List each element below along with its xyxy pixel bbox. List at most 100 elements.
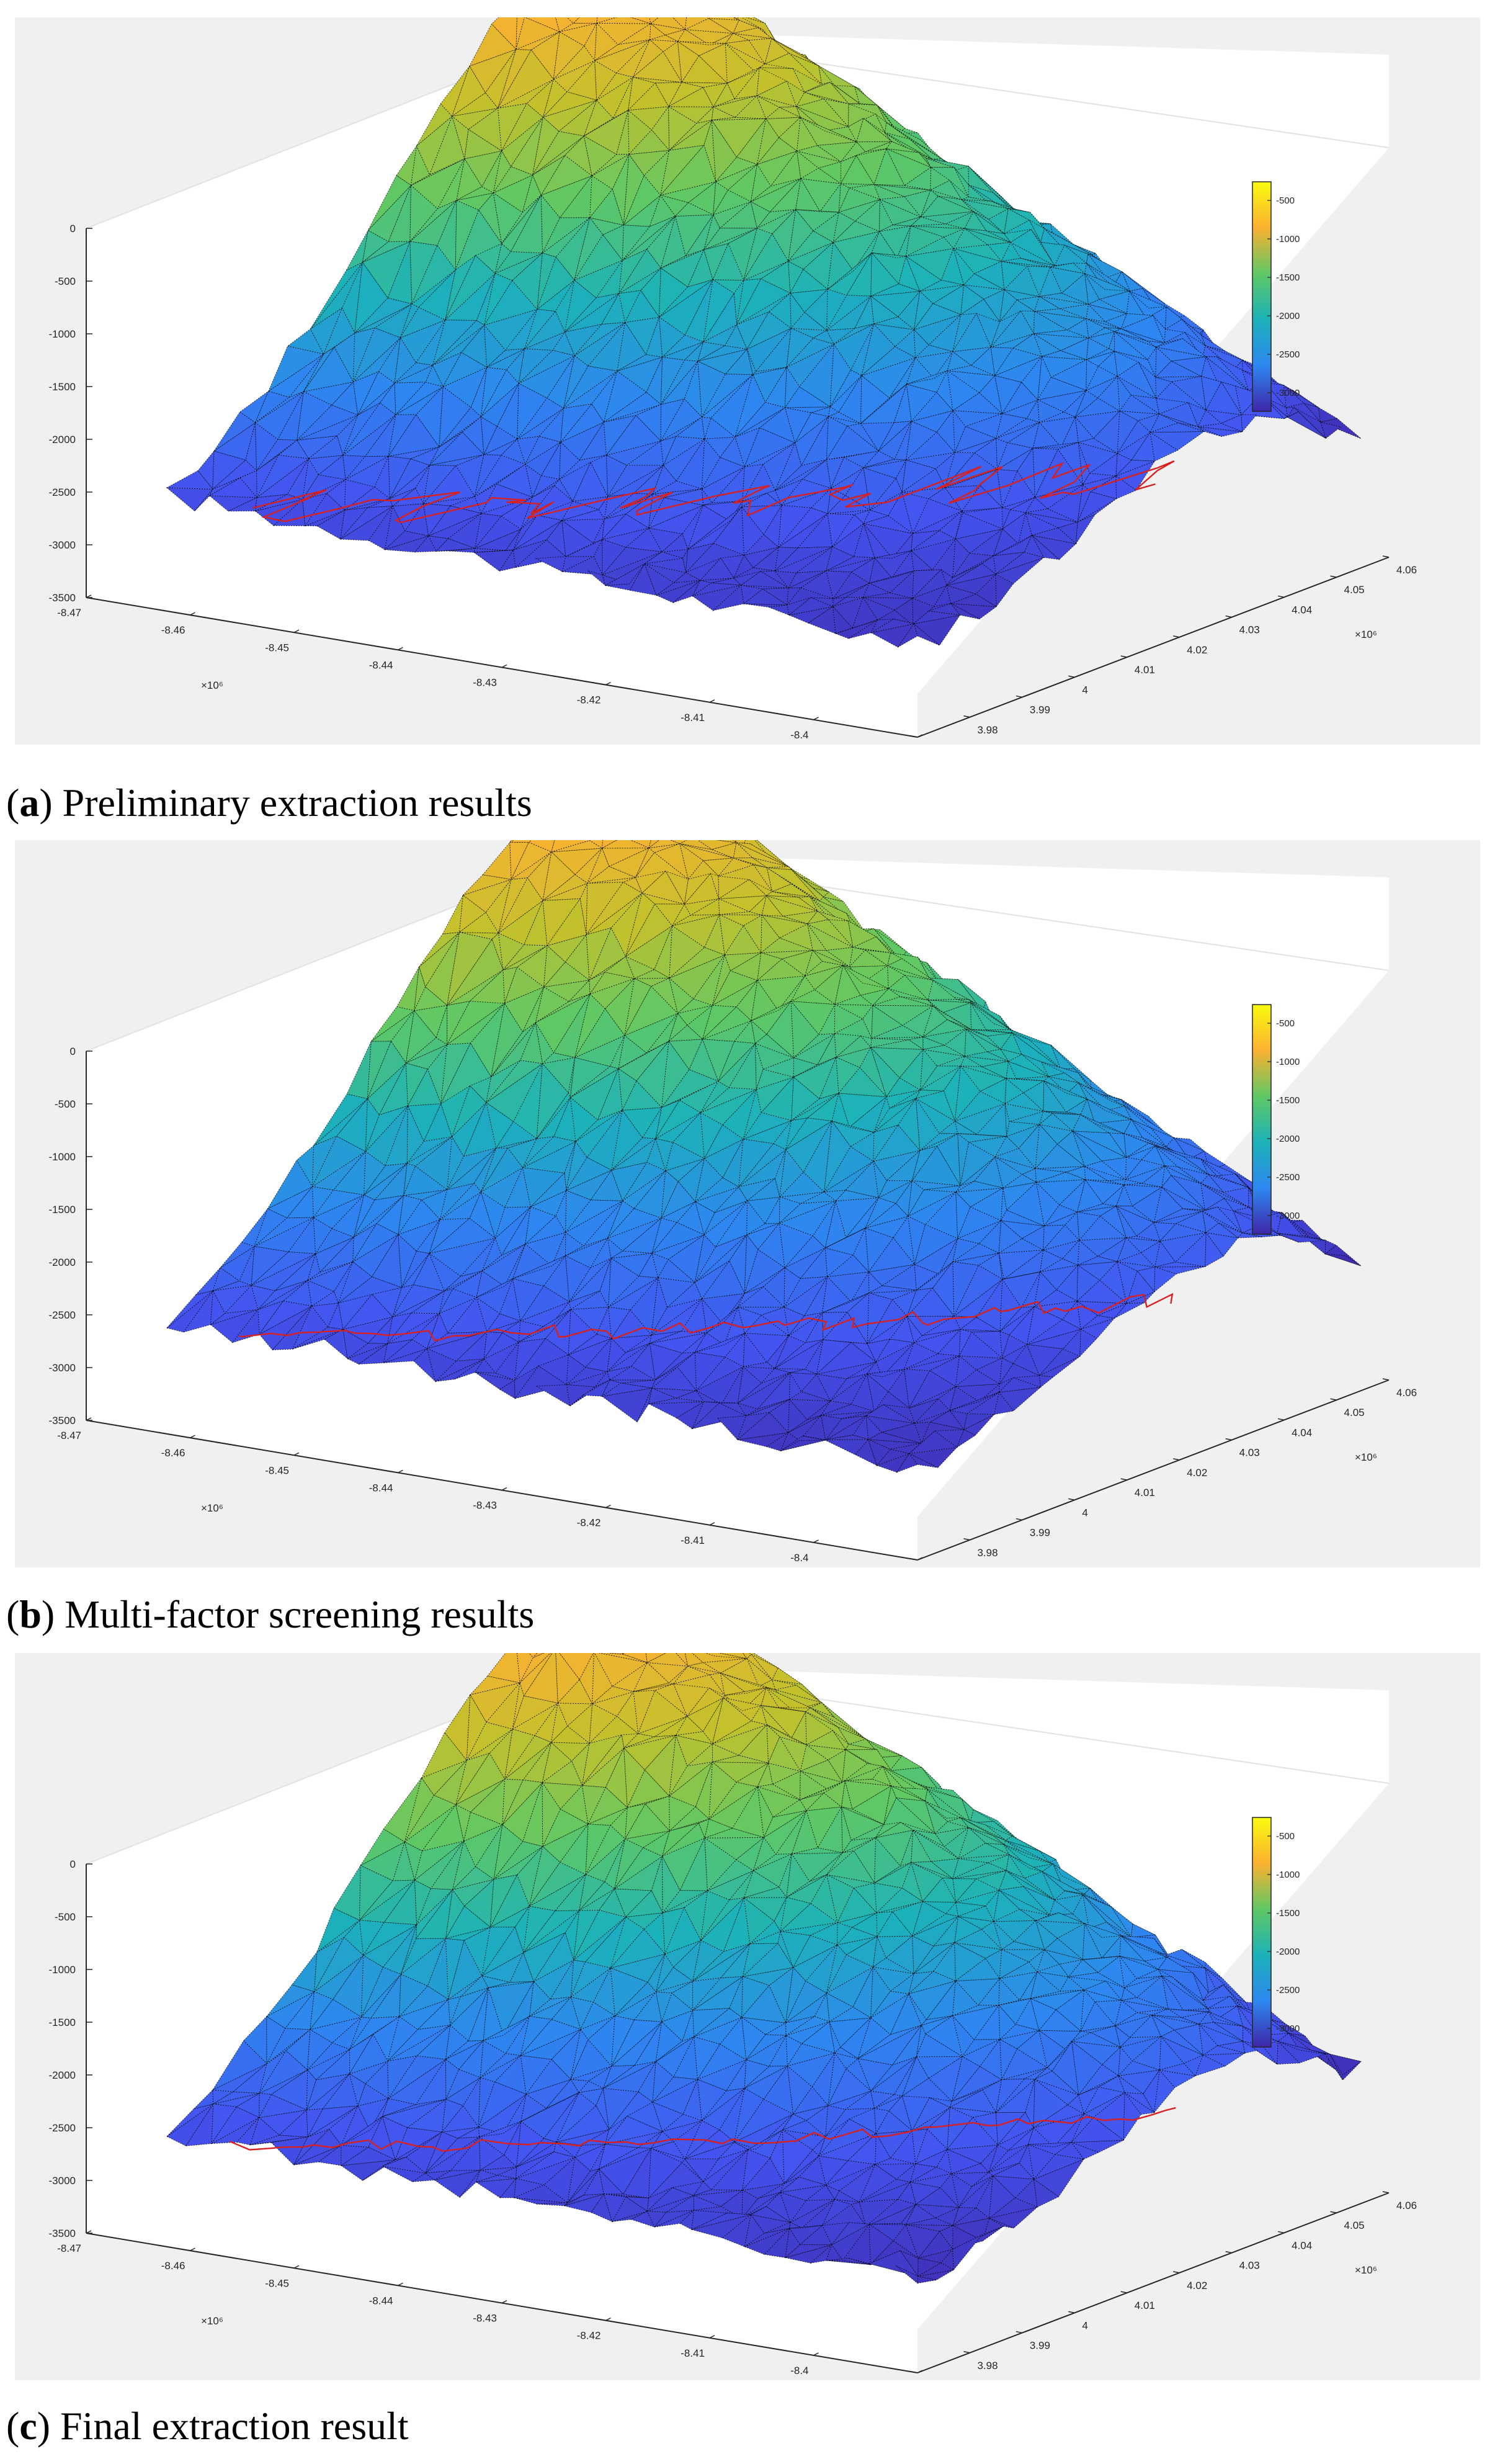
- colorbar-tick-label: -500: [1276, 195, 1295, 206]
- colorbar-tick-label: -1500: [1276, 1908, 1300, 1919]
- y-exponent: ×10⁶: [1355, 2264, 1377, 2276]
- z-tick-label: -500: [55, 1911, 76, 1923]
- z-tick-label: -500: [55, 1098, 76, 1110]
- colorbar-tick-label: -500: [1276, 1831, 1295, 1842]
- z-tick-label: -2500: [49, 486, 76, 498]
- colorbar-tick-label: -1500: [1276, 272, 1300, 283]
- colorbar-tick-label: -2000: [1276, 1947, 1300, 1957]
- terrain-surface: [166, 840, 1362, 1473]
- x-tick-label: -8.47: [57, 607, 81, 619]
- x-tick-label: -8.44: [369, 2295, 393, 2306]
- colorbar: [1252, 1817, 1272, 2048]
- y-exponent: ×10⁶: [1355, 629, 1377, 640]
- x-tick-label: -8.43: [473, 677, 497, 689]
- z-tick-label: -1500: [49, 1204, 76, 1216]
- y-tick-label: 3.99: [1030, 1527, 1050, 1539]
- colorbar-tick-label: -2000: [1276, 311, 1300, 321]
- colorbar-tick-label: -3000: [1276, 2023, 1300, 2034]
- z-tick-label: 0: [70, 223, 76, 235]
- z-tick-label: -3000: [49, 2175, 76, 2187]
- x-tick-label: -8.43: [473, 1500, 497, 1512]
- y-tick-label: 3.98: [977, 724, 997, 736]
- y-tick-label: 4.02: [1187, 644, 1207, 656]
- y-tick-label: 4: [1082, 1507, 1087, 1518]
- colorbar-tick-label: -3000: [1276, 388, 1300, 398]
- y-tick-label: 3.99: [1030, 2340, 1050, 2352]
- x-tick-label: -8.47: [57, 2242, 81, 2254]
- y-tick-label: 4.06: [1396, 2200, 1417, 2211]
- y-tick-label: 4.01: [1135, 1487, 1155, 1499]
- x-exponent: ×10⁶: [201, 1502, 223, 1514]
- z-tick-label: -2000: [49, 1257, 76, 1268]
- z-tick-label: 0: [70, 1046, 76, 1057]
- z-tick-label: -2500: [49, 1309, 76, 1321]
- shelf-break-line: [252, 460, 1175, 524]
- y-tick-label: 4: [1082, 2319, 1087, 2331]
- z-tick-label: -1000: [49, 328, 76, 340]
- x-tick-label: -8.46: [161, 624, 185, 636]
- colorbar: [1252, 181, 1272, 412]
- y-tick-label: 3.99: [1030, 704, 1050, 716]
- z-tick-label: -3500: [49, 1415, 76, 1427]
- colorbar-tick-label: -1000: [1276, 1870, 1300, 1880]
- y-tick-label: 4.05: [1344, 1407, 1365, 1418]
- x-tick-label: -8.42: [577, 2330, 601, 2342]
- z-tick-label: -3000: [49, 1362, 76, 1374]
- colorbar-tick-label: -2500: [1276, 349, 1300, 360]
- x-tick-label: -8.46: [161, 2260, 185, 2272]
- panel-b: 0 -500 -1000 -1500 -2000 -2500 -3000 -3500 -8.47…: [15, 840, 1480, 1567]
- x-tick-label: -8.47: [57, 1430, 81, 1441]
- colorbar-tick-label: -2000: [1276, 1134, 1300, 1144]
- y-tick-label: 4.03: [1239, 2260, 1260, 2272]
- colorbar-tick-label: -1500: [1276, 1095, 1300, 1106]
- caption-b: (b) Multi-factor screening results: [6, 1592, 535, 1636]
- z-tick-label: 0: [70, 1858, 76, 1870]
- x-exponent: ×10⁶: [201, 2315, 223, 2327]
- x-tick-label: -8.41: [681, 712, 705, 724]
- z-tick-label: -2000: [49, 434, 76, 446]
- z-tick-label: -1500: [49, 2017, 76, 2028]
- y-tick-label: 3.98: [977, 1547, 997, 1559]
- x-tick-label: -8.4: [790, 1552, 808, 1564]
- y-tick-label: 4.06: [1396, 1387, 1417, 1399]
- z-tick-label: -3500: [49, 2228, 76, 2239]
- surface-plot-a: 0 -500 -1000 -1500 -2000 -2500 -3000 -3500 -8.47…: [15, 17, 1480, 745]
- y-tick-label: 4: [1082, 684, 1087, 696]
- z-tick-label: -1000: [49, 1964, 76, 1976]
- x-tick-label: -8.45: [265, 642, 289, 653]
- y-tick-label: 4.01: [1135, 2300, 1155, 2311]
- colorbar-tick-label: -2500: [1276, 1172, 1300, 1183]
- y-tick-label: 4.02: [1187, 2280, 1207, 2292]
- terrain-surface: [166, 17, 1362, 648]
- z-tick-label: -1500: [49, 381, 76, 393]
- y-axis-line: [917, 2192, 1390, 2373]
- panel-a: 0 -500 -1000 -1500 -2000 -2500 -3000 -3500 -8.47…: [15, 17, 1480, 745]
- x-tick-label: -8.4: [790, 2365, 808, 2377]
- y-tick-label: 4.04: [1292, 1427, 1312, 1438]
- panel-c: 0 -500 -1000 -1500 -2000 -2500 -3000 -3500 -8.47…: [15, 1653, 1480, 2380]
- y-tick-label: 4.03: [1239, 624, 1260, 636]
- z-tick-label: -3500: [49, 592, 76, 604]
- x-tick-label: -8.41: [681, 1534, 705, 1546]
- surface-plot-b: 0 -500 -1000 -1500 -2000 -2500 -3000 -3500 -8.47…: [15, 840, 1480, 1567]
- x-tick-label: -8.42: [577, 694, 601, 706]
- colorbar-tick-label: -2500: [1276, 1985, 1300, 1996]
- y-tick-label: 4.04: [1292, 604, 1312, 616]
- terrain-surface: [166, 1653, 1362, 2284]
- x-tick-label: -8.46: [161, 1447, 185, 1459]
- z-tick-label: -3000: [49, 539, 76, 551]
- x-tick-label: -8.45: [265, 1464, 289, 1476]
- x-tick-label: -8.45: [265, 2277, 289, 2289]
- caption-a: (a) Preliminary extraction results: [6, 781, 532, 825]
- y-tick-label: 4.05: [1344, 584, 1365, 596]
- z-tick-label: -500: [55, 276, 76, 287]
- y-tick-label: 4.05: [1344, 2220, 1365, 2231]
- y-tick-label: 4.06: [1396, 564, 1417, 576]
- y-tick-label: 4.02: [1187, 1467, 1207, 1479]
- y-tick-label: 4.01: [1135, 664, 1155, 676]
- x-tick-label: -8.42: [577, 1517, 601, 1529]
- shelf-break-line: [229, 2107, 1176, 2152]
- x-tick-label: -8.44: [369, 1482, 393, 1494]
- x-tick-label: -8.41: [681, 2347, 705, 2359]
- z-tick-label: -1000: [49, 1151, 76, 1163]
